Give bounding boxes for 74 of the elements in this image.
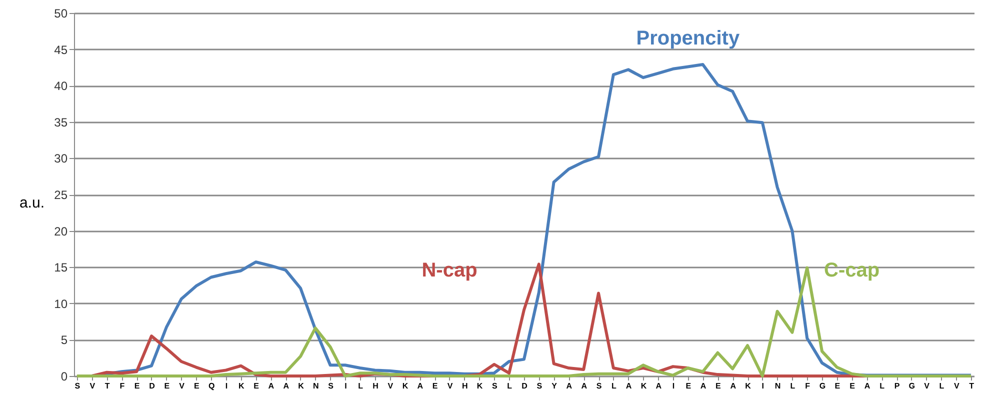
x-tick-label: H [462, 382, 468, 390]
x-tick-label: K [298, 382, 304, 390]
x-tick-label: I [225, 382, 228, 390]
x-tick-label: E [686, 382, 692, 390]
x-tick-label: A [581, 382, 588, 390]
x-tick-label: E [194, 382, 200, 390]
x-tick-label: E [850, 382, 856, 390]
x-tick-label: E [134, 382, 140, 390]
y-tick-label: 5 [60, 333, 68, 348]
x-tick-label: V [179, 382, 186, 390]
x-tick-label: V [954, 382, 960, 390]
x-tick-label: I [672, 382, 675, 390]
x-tick-label: K [476, 382, 483, 390]
x-tick-label: E [716, 382, 722, 390]
y-tick-label: 25 [54, 188, 68, 202]
x-tick-label: E [834, 382, 841, 390]
x-tick-label: K [238, 382, 244, 390]
x-tick-label: A [700, 382, 706, 390]
x-tick-label: L [790, 382, 796, 390]
x-tick-label: S [492, 382, 498, 390]
x-tick-label: Y [552, 382, 558, 390]
x-tick-label: F [120, 382, 125, 390]
series-label: Propencity [636, 27, 740, 50]
x-tick-label: A [864, 382, 870, 390]
x-tick-label: F [805, 382, 810, 390]
x-tick-label: V [924, 382, 930, 390]
y-tick-label: 0 [60, 370, 68, 384]
y-tick-label: 15 [54, 260, 68, 275]
x-tick-label: V [90, 382, 96, 390]
y-tick-label: 10 [54, 296, 68, 311]
x-tick-label: P [894, 382, 900, 390]
x-tick-label: S [596, 382, 602, 390]
x-tick-label: L [611, 382, 616, 390]
x-tick-label: A [730, 382, 736, 390]
x-tick-label: L [939, 382, 944, 390]
x-tick-label: A [656, 382, 662, 390]
x-tick-label: E [164, 382, 170, 390]
x-tick-label: H [372, 382, 379, 390]
x-tick-label: N [774, 382, 781, 390]
x-tick-label: G [819, 382, 826, 390]
y-tick-label: 50 [54, 6, 68, 20]
x-tick-label: S [74, 382, 81, 390]
x-tick-label: D [522, 382, 528, 390]
x-tick-label: V [388, 382, 394, 390]
x-tick-label: S [328, 382, 334, 390]
x-tick-label: S [536, 382, 543, 390]
x-tick-label: A [417, 382, 424, 390]
y-tick-label: 35 [54, 115, 68, 130]
x-tick-label: A [268, 382, 274, 390]
x-tick-label: E [432, 382, 438, 390]
x-tick-label: A [566, 382, 572, 390]
x-tick-label: L [358, 382, 364, 390]
x-tick-label: K [402, 382, 408, 390]
x-tick-label: T [104, 382, 110, 390]
x-tick-label: I [344, 382, 347, 390]
x-tick-label: A [626, 382, 632, 390]
y-tick-label: 40 [54, 79, 68, 94]
y-axis-title: a.u. [19, 194, 44, 212]
x-tick-label: K [745, 382, 752, 390]
y-tick-label: 45 [54, 42, 68, 57]
x-tick-label: V [447, 382, 454, 390]
x-tick-label: Q [208, 382, 215, 390]
y-tick-label: 30 [54, 152, 68, 166]
x-tick-label: G [908, 382, 916, 390]
y-tick-label: 20 [54, 224, 68, 238]
x-tick-label: N [313, 382, 319, 390]
x-tick-label: A [283, 382, 290, 390]
x-tick-label: L [507, 382, 512, 390]
x-tick-label: E [254, 382, 260, 390]
x-tick-label: T [969, 382, 974, 390]
x-tick-label: I [762, 382, 764, 390]
x-tick-label: D [149, 382, 156, 390]
x-tick-label: L [880, 382, 885, 390]
x-tick-label: K [640, 382, 647, 390]
